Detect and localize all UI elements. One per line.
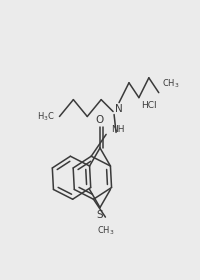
Text: CH$_3$: CH$_3$ [97,224,114,237]
Text: O: O [96,115,104,125]
Text: CH$_3$: CH$_3$ [162,77,179,90]
Text: HCl: HCl [141,101,157,110]
Text: N: N [115,104,123,114]
Text: S: S [97,211,103,220]
Text: NH: NH [111,125,125,134]
Text: H$_3$C: H$_3$C [37,110,54,123]
